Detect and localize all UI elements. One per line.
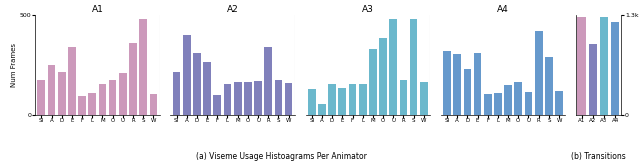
Bar	[420, 82, 428, 115]
Bar	[140, 19, 147, 115]
Bar	[328, 84, 336, 115]
Bar	[275, 80, 282, 115]
Bar	[474, 53, 481, 115]
Text: (b) Transitions: (b) Transitions	[571, 152, 626, 161]
Bar	[183, 35, 191, 115]
Bar	[484, 94, 492, 115]
Bar	[129, 43, 137, 115]
Bar	[119, 73, 127, 115]
Y-axis label: Num Frames: Num Frames	[11, 43, 17, 87]
Bar	[453, 54, 461, 115]
Bar	[308, 89, 316, 115]
Bar	[109, 80, 116, 115]
Bar	[535, 31, 543, 115]
Bar	[443, 51, 451, 115]
Bar	[204, 62, 211, 115]
Bar	[525, 92, 532, 115]
Bar	[589, 44, 597, 115]
Bar	[88, 93, 96, 115]
Bar	[369, 49, 377, 115]
Title: A3: A3	[362, 5, 374, 14]
Title: A1: A1	[92, 5, 103, 14]
Bar	[359, 84, 367, 115]
Title: A4: A4	[497, 5, 509, 14]
Bar	[173, 72, 180, 115]
Bar	[380, 38, 387, 115]
Bar	[285, 83, 292, 115]
Bar	[577, 17, 586, 115]
Bar	[339, 88, 346, 115]
Text: (a) Viseme Usage Histoagrams Per Animator: (a) Viseme Usage Histoagrams Per Animato…	[196, 152, 367, 161]
Bar	[254, 81, 262, 115]
Bar	[349, 84, 356, 115]
Bar	[390, 19, 397, 115]
Bar	[494, 93, 502, 115]
Bar	[318, 104, 326, 115]
Bar	[223, 84, 231, 115]
Bar	[48, 65, 55, 115]
Bar	[193, 53, 201, 115]
Bar	[515, 82, 522, 115]
Bar	[399, 80, 407, 115]
Bar	[545, 57, 553, 115]
Bar	[99, 84, 106, 115]
Bar	[556, 91, 563, 115]
Bar	[600, 17, 608, 115]
Bar	[150, 94, 157, 115]
Bar	[463, 69, 471, 115]
Bar	[504, 85, 512, 115]
Bar	[611, 22, 620, 115]
Bar	[214, 95, 221, 115]
Bar	[38, 80, 45, 115]
Bar	[264, 47, 272, 115]
Title: A2: A2	[227, 5, 239, 14]
Bar	[58, 72, 65, 115]
Bar	[234, 82, 241, 115]
Bar	[244, 82, 252, 115]
Bar	[410, 19, 417, 115]
Bar	[78, 96, 86, 115]
Bar	[68, 47, 76, 115]
